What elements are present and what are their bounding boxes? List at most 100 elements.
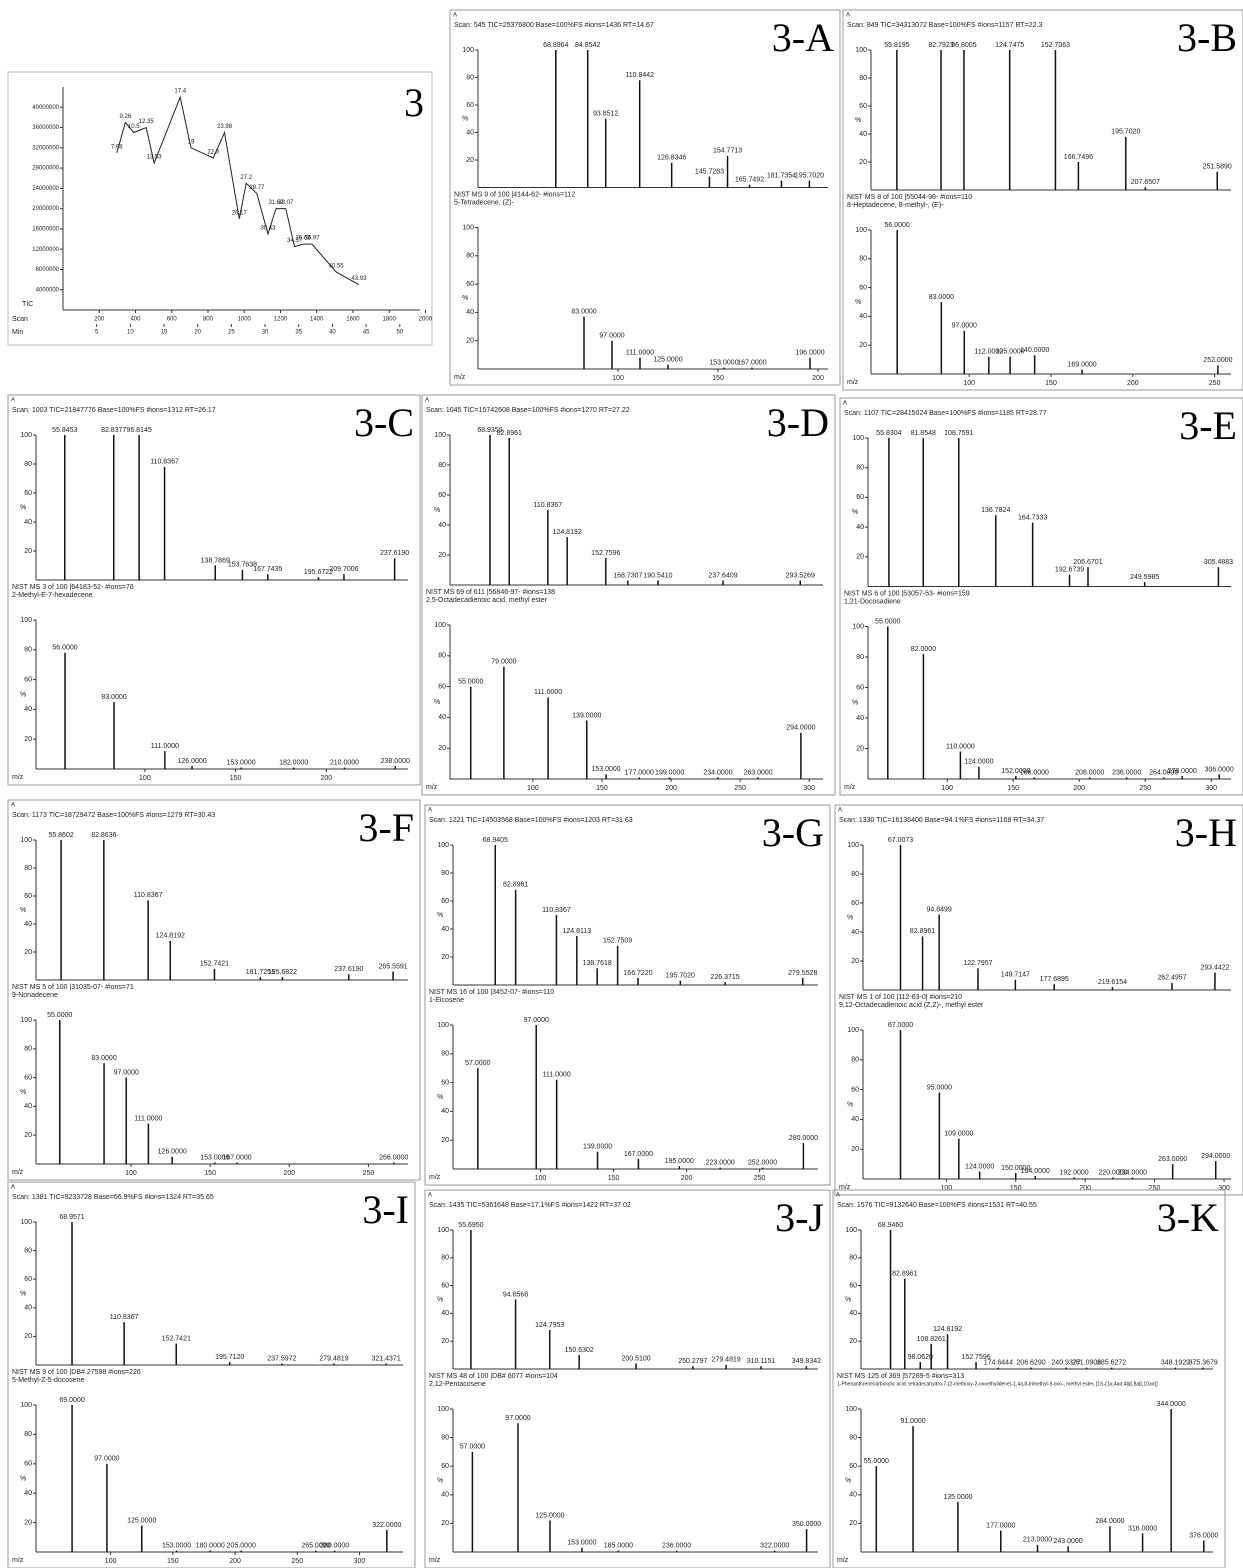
peak-label: 82.8961 — [503, 882, 528, 889]
x-tick-label: 200 — [1079, 1185, 1091, 1192]
x-tick-label: 150 — [596, 785, 608, 792]
y-tick-label: 80 — [849, 1255, 857, 1262]
trace-label: TIC — [22, 301, 33, 308]
scan-header: Scan: 1381 TIC=9233728 Base=66.9%FS #ion… — [12, 1194, 214, 1201]
y-tick-label: 80 — [856, 465, 864, 472]
peak-label: 316.0000 — [1128, 1525, 1157, 1532]
y-tick-label: 20 — [441, 1137, 449, 1144]
peak-label: 177.6895 — [1040, 976, 1069, 983]
peak-label: 195.7020 — [795, 172, 824, 179]
peak-label: 149.7147 — [1001, 972, 1030, 979]
y-tick-label: 20 — [849, 1338, 857, 1345]
peak-label: 243.0000 — [1054, 1538, 1083, 1545]
y-tick-label: 40 — [438, 714, 446, 721]
compound-name: 2,12-Pentacosene — [429, 1381, 486, 1388]
peak-label: 83.0000 — [101, 694, 126, 701]
peak-label: 139.0000 — [572, 712, 601, 719]
x-tick-label: 100 — [527, 785, 539, 792]
y-tick-label: 100 — [847, 1027, 859, 1034]
peak-label: 280.0000 — [320, 1542, 349, 1549]
y-tick-label: 60 — [441, 1079, 449, 1086]
y-axis-label: % — [847, 914, 853, 921]
panel-label: 3-G — [762, 810, 824, 855]
x-tick-label: 150 — [608, 1175, 620, 1182]
y-tick-label: 20 — [24, 1333, 32, 1340]
peak-label: 82.7923 — [928, 42, 953, 49]
compound-name: 5-Methyl-Z-5-docosene — [12, 1377, 84, 1384]
y-tick-label: 40 — [441, 926, 449, 933]
peak-label: 167.0000 — [624, 1151, 653, 1158]
peak-label: 293.4422 — [1200, 964, 1229, 971]
x-tick-label: 150 — [1010, 1185, 1022, 1192]
y-axis-label: % — [437, 1296, 443, 1303]
compound-name: 2-Methyl-E-7-hexadecene — [12, 592, 93, 599]
x-tick-label: 250 — [754, 1175, 766, 1182]
scan-tick-label: 1800 — [383, 317, 397, 323]
y-tick-label: 60 — [438, 683, 446, 690]
y-tick-label: 100 — [434, 432, 446, 439]
y-axis-label: % — [20, 1290, 26, 1297]
scan-tick-label: 1200 — [274, 317, 288, 323]
x-tick-label: 300 — [354, 1558, 366, 1565]
compound-name: 1-Phenanthrenecarboxylic acid, tetradeca… — [837, 1381, 1158, 1387]
x-tick-label: 30 — [262, 330, 269, 336]
peak-label: 350.0000 — [792, 1521, 821, 1528]
library-hit: NIST MS 8 of 100 |55044-98- #ions=110 — [847, 194, 972, 201]
scan-header: Scan: 849 TIC=34313072 Base=100%FS #ions… — [847, 22, 1042, 29]
x-tick-label: 200 — [283, 1170, 295, 1177]
peak-label: 82.8377 — [101, 427, 126, 434]
peak-label: 206.6701 — [1073, 559, 1102, 566]
peak-label: 305.4883 — [1204, 559, 1233, 566]
library-hit: NIST MS 16 of 100 |3452-07- #ions=110 — [429, 989, 554, 996]
peak-label: 226.3715 — [711, 974, 740, 981]
library-hit: NIST MS 6 of 100 |53057-53- #ions=159 — [844, 590, 970, 597]
peak-label: 122.7957 — [963, 960, 992, 967]
peak-label: 139.0000 — [583, 1144, 612, 1151]
peak-label: 91.0000 — [900, 1418, 925, 1425]
x-tick-label: 200 — [665, 785, 677, 792]
peak-label: 126.0000 — [177, 758, 206, 765]
y-tick-label: 60 — [856, 494, 864, 501]
peak-label: 237.6409 — [708, 572, 737, 579]
peak-label: 376.0000 — [1189, 1532, 1218, 1539]
compound-name: 1-Eicosene — [429, 997, 464, 1004]
y-tick-label: 80 — [441, 1434, 449, 1441]
tic-trace — [117, 97, 359, 285]
x-tick-label: 300 — [1218, 1185, 1230, 1192]
y-tick-label: 40 — [24, 1305, 32, 1312]
peak-label: 82.8961 — [892, 1270, 917, 1277]
x-tick-label: 15 — [161, 330, 168, 336]
y-tick-label: 40 — [24, 1103, 32, 1110]
y-tick-label: 60 — [24, 893, 32, 900]
peak-label: 55.8195 — [884, 42, 909, 49]
y-axis-label: % — [845, 1477, 851, 1484]
peak-label: 177.0000 — [986, 1522, 1015, 1529]
peak-label: 36.97 — [305, 236, 321, 242]
peak-label: 293.5269 — [786, 572, 815, 579]
panel-frame — [8, 72, 432, 345]
peak-label: 237.6190 — [334, 966, 363, 973]
peak-label: 68.9405 — [483, 837, 508, 844]
peak-label: 278.0000 — [1168, 768, 1197, 775]
peak-label: 124.7475 — [995, 42, 1024, 49]
peak-label: 294.0000 — [786, 725, 815, 732]
corner-label: A — [838, 808, 842, 814]
y-tick-label: 40 — [859, 131, 867, 138]
x-tick-label: 100 — [963, 380, 975, 387]
y-tick-label: 80 — [438, 653, 446, 660]
peak-label: 154.7713 — [713, 148, 742, 155]
x-tick-label: 250 — [734, 785, 746, 792]
peak-label: 110.8367 — [110, 1314, 139, 1321]
peak-label: 82.8961 — [497, 430, 522, 437]
y-tick-label: 60 — [856, 684, 864, 691]
peak-label: 150.6302 — [565, 1347, 594, 1354]
peak-label: 252.0000 — [1203, 357, 1232, 364]
peak-label: 55.8453 — [52, 427, 77, 434]
y-tick-label: 20 — [466, 338, 474, 345]
peak-label: 190.5410 — [643, 572, 672, 579]
y-axis-label: % — [20, 691, 26, 698]
min-label: Min — [12, 329, 23, 336]
peak-label: 167.0000 — [222, 1154, 251, 1161]
corner-label: A — [428, 1193, 432, 1199]
peak-label: 167.0000 — [737, 359, 766, 366]
